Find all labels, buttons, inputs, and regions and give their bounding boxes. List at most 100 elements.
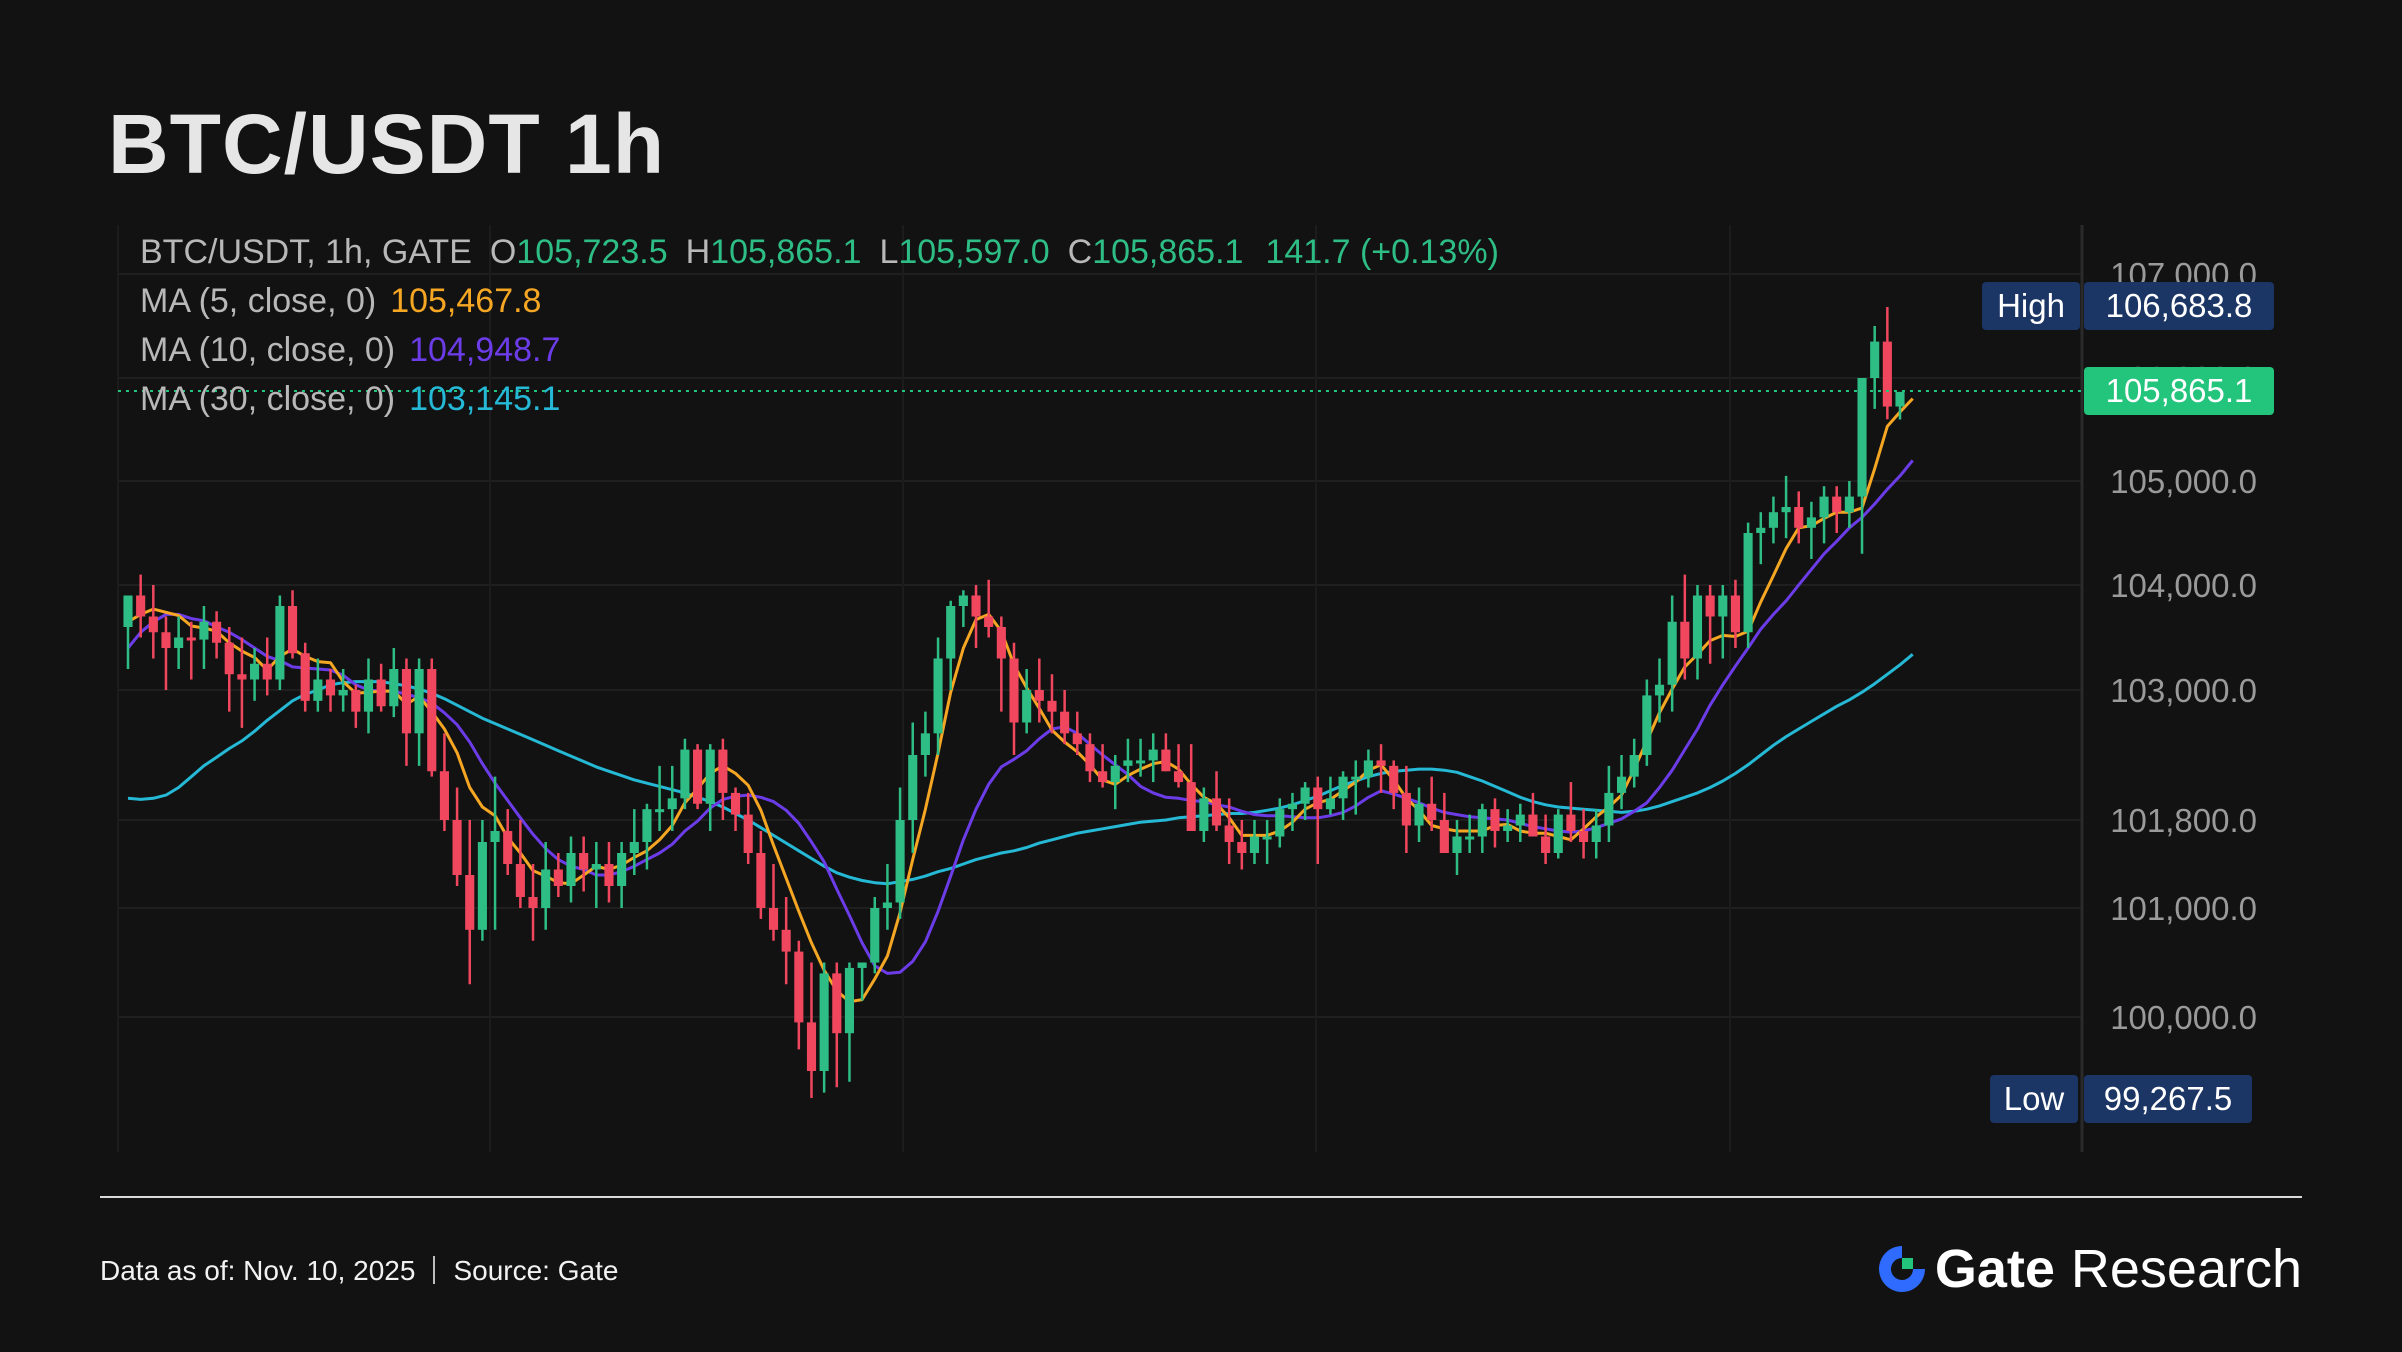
candle-body xyxy=(1098,771,1108,783)
brand-logo: Gate Research xyxy=(1875,1238,2302,1300)
candle xyxy=(224,627,234,712)
candle xyxy=(895,787,905,919)
candle xyxy=(1667,595,1677,712)
candle-body xyxy=(376,679,386,707)
candle-body xyxy=(756,853,766,908)
candle-body xyxy=(1857,378,1867,497)
candle xyxy=(1503,809,1513,842)
candle xyxy=(1047,674,1057,734)
legend-close-label: C xyxy=(1067,233,1093,271)
candle xyxy=(1743,522,1753,648)
candle-body xyxy=(958,595,968,606)
candle-body xyxy=(1085,744,1095,772)
ma30-line xyxy=(127,653,1914,886)
candle-body xyxy=(1718,595,1728,617)
candle xyxy=(756,831,766,919)
ma5-line xyxy=(127,397,1914,1004)
price-tick-label: 100,000.0 xyxy=(2110,999,2257,1036)
legend-close-value: 105,865.1 xyxy=(1092,233,1244,271)
candle xyxy=(503,809,513,875)
candle xyxy=(971,585,981,648)
candle-body xyxy=(655,809,665,813)
candle-body xyxy=(806,1022,817,1071)
candle-body xyxy=(920,733,930,755)
candle xyxy=(1654,658,1665,723)
data-source: Source: Gate xyxy=(453,1255,619,1286)
candle-body xyxy=(946,606,956,659)
candle xyxy=(1819,486,1829,544)
candle-body xyxy=(1743,533,1753,633)
candle xyxy=(1857,378,1867,554)
candle xyxy=(389,648,399,718)
candle-body xyxy=(1136,760,1146,764)
brand-research: Research xyxy=(2070,1239,2302,1299)
candle-body xyxy=(1490,809,1500,831)
candle xyxy=(1338,771,1348,820)
candle-body xyxy=(895,820,905,903)
candle-body xyxy=(1591,825,1601,842)
candle xyxy=(1009,642,1019,755)
footer-separator xyxy=(433,1256,436,1284)
candle-body xyxy=(1300,787,1310,804)
candle xyxy=(1199,787,1209,842)
candle xyxy=(439,733,449,831)
candle xyxy=(174,616,184,669)
candle-body xyxy=(1806,517,1816,528)
candle-body xyxy=(250,663,260,680)
candle xyxy=(1680,574,1690,680)
candle xyxy=(1490,798,1500,848)
candle xyxy=(123,595,133,669)
candle-body xyxy=(1211,798,1222,826)
candle xyxy=(325,669,336,712)
candle-body xyxy=(1730,595,1741,633)
candle-body xyxy=(1173,771,1184,783)
candle xyxy=(933,637,943,755)
candle-body xyxy=(1541,836,1551,853)
candle-body xyxy=(1389,765,1399,793)
candle xyxy=(262,637,272,696)
candle-body xyxy=(1009,658,1019,723)
legend-ohlc-row: BTC/USDT, 1h, GATE O105,723.5 H105,865.1 L1… xyxy=(140,228,1499,277)
candle xyxy=(515,820,525,908)
candle xyxy=(1060,690,1070,745)
candle-body xyxy=(212,621,222,643)
candle xyxy=(1439,792,1449,853)
candle xyxy=(1123,738,1133,783)
candle-body xyxy=(325,679,336,696)
candle-body xyxy=(1123,760,1133,766)
candle xyxy=(743,792,753,864)
candle xyxy=(794,940,804,1050)
candle-body xyxy=(427,669,437,772)
candle xyxy=(1148,733,1158,783)
candle-body xyxy=(389,669,399,707)
candle-body xyxy=(477,842,487,930)
candle xyxy=(1832,486,1842,533)
legend-ma5-label: MA (5, close, 0) xyxy=(140,282,377,320)
candle xyxy=(1034,658,1044,723)
page-title: BTC/USDT 1h xyxy=(108,97,665,191)
candle xyxy=(844,962,855,1082)
candle xyxy=(465,820,475,985)
candle-body xyxy=(819,973,829,1071)
candle-body xyxy=(971,595,981,617)
candle-body xyxy=(1654,684,1665,696)
candle-body xyxy=(1844,496,1854,513)
candle-body xyxy=(1060,711,1070,734)
candle xyxy=(136,574,146,638)
candle-body xyxy=(1667,621,1677,685)
candle xyxy=(161,616,171,690)
candle xyxy=(693,744,703,810)
candle xyxy=(414,658,424,766)
legend-ma30-label: MA (30, close, 0) xyxy=(140,380,396,418)
candle-body xyxy=(857,962,867,968)
chart-legend: BTC/USDT, 1h, GATE O105,723.5 H105,865.1 L1… xyxy=(140,228,1499,424)
candle-body xyxy=(1832,496,1842,513)
candle xyxy=(237,637,247,728)
candle-body xyxy=(1692,595,1703,659)
candle xyxy=(1351,760,1361,815)
candle-body xyxy=(996,627,1006,659)
candle-body xyxy=(1680,621,1690,659)
candle xyxy=(642,803,652,870)
candle-body xyxy=(1705,595,1715,617)
